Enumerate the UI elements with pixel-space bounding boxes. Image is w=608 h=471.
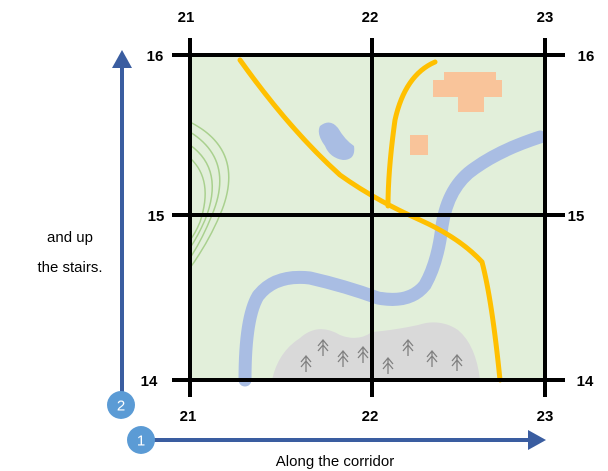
tree-icon [382,356,394,374]
grid-lines [172,38,565,397]
river [238,130,547,387]
right-label-14: 14 [577,373,594,390]
left-label-16: 16 [147,48,164,65]
tree-icon [426,349,438,367]
pond [318,122,355,160]
left-label-15: 15 [148,208,165,225]
tree-icon [317,338,329,356]
top-label-22: 22 [362,9,379,26]
forest-area [272,322,480,380]
step-1-caption: Along the corridor [276,453,394,470]
step-2-number: 2 [117,398,125,415]
tree-icon [402,338,414,356]
right-label-15: 15 [568,208,585,225]
tree-icon [357,345,369,363]
arrow-up-icon [112,50,132,68]
right-label-16: 16 [578,48,595,65]
top-label-21: 21 [178,9,195,26]
step-2-arrow [112,50,132,400]
top-label-23: 23 [537,9,554,26]
step-1-number: 1 [137,433,145,450]
step-2-caption-line-1: and up [47,229,93,246]
bottom-label-23: 23 [537,408,554,425]
buildings [410,72,502,155]
arrow-right-icon [528,430,546,450]
step-2-caption-line-2: the stairs. [37,259,102,276]
left-label-14: 14 [141,373,158,390]
roads [237,57,503,383]
step-1-badge: 1 [127,426,155,454]
tree-icon [337,349,349,367]
bottom-label-21: 21 [180,408,197,425]
forest-trees [300,338,463,374]
bottom-label-22: 22 [362,408,379,425]
step-1-arrow [145,430,546,450]
tree-icon [300,354,312,372]
tree-icon [451,353,463,371]
contour-lines [189,121,230,269]
building-icon [410,135,428,155]
step-2-badge: 2 [107,391,135,419]
building-icon [433,72,502,112]
